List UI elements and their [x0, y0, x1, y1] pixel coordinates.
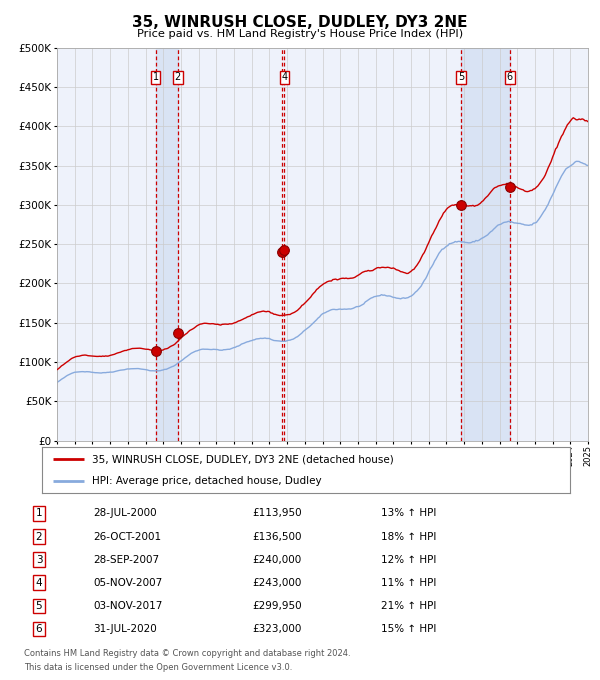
Text: 5: 5: [35, 601, 43, 611]
Text: HPI: Average price, detached house, Dudley: HPI: Average price, detached house, Dudl…: [92, 477, 322, 486]
Text: 11% ↑ HPI: 11% ↑ HPI: [381, 578, 436, 588]
Text: £136,500: £136,500: [252, 532, 302, 541]
Text: 35, WINRUSH CLOSE, DUDLEY, DY3 2NE (detached house): 35, WINRUSH CLOSE, DUDLEY, DY3 2NE (deta…: [92, 454, 394, 464]
Text: 5: 5: [458, 73, 464, 82]
Text: 4: 4: [35, 578, 43, 588]
Text: 28-JUL-2000: 28-JUL-2000: [93, 509, 157, 518]
Text: 26-OCT-2001: 26-OCT-2001: [93, 532, 161, 541]
Text: £299,950: £299,950: [252, 601, 302, 611]
Text: 13% ↑ HPI: 13% ↑ HPI: [381, 509, 436, 518]
Text: 3: 3: [35, 555, 43, 564]
Text: 15% ↑ HPI: 15% ↑ HPI: [381, 624, 436, 634]
Text: £323,000: £323,000: [252, 624, 301, 634]
Text: 6: 6: [35, 624, 43, 634]
Text: Contains HM Land Registry data © Crown copyright and database right 2024.: Contains HM Land Registry data © Crown c…: [24, 649, 350, 658]
Text: 35, WINRUSH CLOSE, DUDLEY, DY3 2NE: 35, WINRUSH CLOSE, DUDLEY, DY3 2NE: [132, 15, 468, 30]
Text: 2: 2: [175, 73, 181, 82]
Text: 28-SEP-2007: 28-SEP-2007: [93, 555, 159, 564]
Bar: [461, 48, 510, 441]
Text: 2: 2: [35, 532, 43, 541]
Text: This data is licensed under the Open Government Licence v3.0.: This data is licensed under the Open Gov…: [24, 663, 292, 672]
Text: 05-NOV-2007: 05-NOV-2007: [93, 578, 162, 588]
Text: £240,000: £240,000: [252, 555, 301, 564]
Text: 4: 4: [281, 73, 287, 82]
Text: £243,000: £243,000: [252, 578, 301, 588]
Text: 6: 6: [507, 73, 513, 82]
Text: 1: 1: [152, 73, 158, 82]
Text: 31-JUL-2020: 31-JUL-2020: [93, 624, 157, 634]
Text: 12% ↑ HPI: 12% ↑ HPI: [381, 555, 436, 564]
Text: Price paid vs. HM Land Registry's House Price Index (HPI): Price paid vs. HM Land Registry's House …: [137, 29, 463, 39]
Text: 1: 1: [35, 509, 43, 518]
Text: 21% ↑ HPI: 21% ↑ HPI: [381, 601, 436, 611]
Text: 18% ↑ HPI: 18% ↑ HPI: [381, 532, 436, 541]
Text: £113,950: £113,950: [252, 509, 302, 518]
Text: 03-NOV-2017: 03-NOV-2017: [93, 601, 163, 611]
Bar: [155, 48, 178, 441]
